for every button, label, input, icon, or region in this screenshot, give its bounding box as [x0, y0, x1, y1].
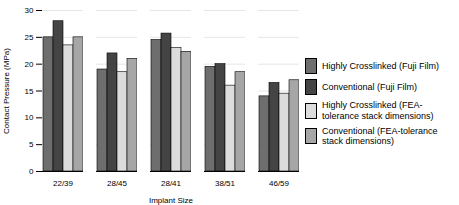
- html-text:Conventional (FEA-tolerance st: Conventional (FEA-tolerance stack dimens…: [322, 126, 438, 147]
- svg-text:10: 10: [25, 113, 34, 122]
- svg-text:28/45: 28/45: [107, 179, 128, 188]
- svg-text:20: 20: [25, 60, 34, 69]
- svg-text:25: 25: [25, 33, 34, 42]
- svg-text:5: 5: [29, 140, 34, 149]
- svg-text:22/39: 22/39: [53, 179, 74, 188]
- svg-text:15: 15: [25, 87, 34, 96]
- html-text:Highly Crosslinked (FEA-tolera: Highly Crosslinked (FEA-tolerance stack …: [322, 100, 434, 121]
- svg-text:0: 0: [29, 167, 34, 176]
- svg-text:38/51: 38/51: [215, 179, 236, 188]
- svg-text:Implant Size: Implant Size: [149, 196, 194, 205]
- svg-text:Contact Pressure (MPa): Contact Pressure (MPa): [2, 48, 11, 134]
- svg-text:28/41: 28/41: [161, 179, 182, 188]
- html-text:Highly Crosslinked (Fuji Film): Highly Crosslinked (Fuji Film): [322, 61, 439, 72]
- svg-text:46/59: 46/59: [269, 179, 290, 188]
- html-text:Conventional (Fuji Film): Conventional (Fuji Film): [322, 82, 417, 93]
- svg-text:30: 30: [25, 6, 34, 15]
